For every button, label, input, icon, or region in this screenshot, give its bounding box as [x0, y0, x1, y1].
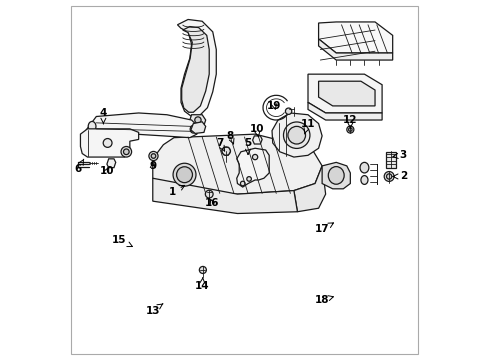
Ellipse shape — [121, 147, 131, 157]
Polygon shape — [307, 74, 381, 113]
Polygon shape — [271, 113, 322, 157]
Ellipse shape — [327, 167, 344, 184]
Text: 15: 15 — [112, 235, 132, 247]
Ellipse shape — [123, 149, 129, 154]
Text: 9: 9 — [149, 161, 156, 171]
Text: 11: 11 — [300, 118, 315, 134]
Polygon shape — [177, 19, 216, 117]
Text: 5: 5 — [244, 138, 251, 154]
Ellipse shape — [173, 163, 196, 186]
Ellipse shape — [384, 171, 393, 181]
Polygon shape — [318, 81, 374, 106]
Ellipse shape — [103, 139, 112, 147]
Ellipse shape — [199, 266, 206, 274]
Polygon shape — [293, 166, 325, 212]
Bar — [385, 152, 395, 168]
Ellipse shape — [386, 174, 391, 179]
Ellipse shape — [285, 108, 291, 114]
Polygon shape — [236, 148, 269, 187]
Ellipse shape — [359, 162, 368, 173]
Polygon shape — [182, 27, 209, 112]
Text: 2: 2 — [392, 171, 406, 181]
Text: 1: 1 — [168, 185, 184, 197]
Ellipse shape — [176, 167, 192, 183]
Ellipse shape — [151, 154, 156, 158]
Text: 4: 4 — [100, 108, 107, 123]
Ellipse shape — [148, 152, 158, 161]
Ellipse shape — [246, 177, 251, 181]
Polygon shape — [152, 134, 322, 194]
Text: 6: 6 — [74, 159, 83, 174]
Ellipse shape — [194, 117, 201, 123]
Polygon shape — [318, 39, 392, 60]
Polygon shape — [189, 115, 205, 125]
Text: 19: 19 — [267, 101, 281, 111]
Ellipse shape — [287, 126, 305, 144]
Polygon shape — [252, 136, 262, 144]
Polygon shape — [152, 178, 297, 213]
Ellipse shape — [88, 121, 96, 131]
Text: 10: 10 — [249, 124, 264, 137]
Text: 17: 17 — [314, 223, 333, 234]
Text: 14: 14 — [194, 278, 209, 291]
Ellipse shape — [283, 122, 309, 148]
Polygon shape — [318, 22, 392, 53]
Ellipse shape — [222, 147, 230, 155]
Polygon shape — [107, 159, 116, 168]
Text: 18: 18 — [314, 295, 333, 305]
Polygon shape — [81, 129, 139, 157]
Text: 10: 10 — [100, 166, 114, 176]
Polygon shape — [307, 102, 381, 120]
Text: 8: 8 — [226, 131, 234, 144]
Ellipse shape — [346, 126, 353, 133]
Text: 7: 7 — [216, 138, 224, 151]
Ellipse shape — [190, 125, 196, 133]
Ellipse shape — [348, 128, 351, 131]
Text: 3: 3 — [392, 150, 406, 160]
Ellipse shape — [252, 154, 257, 160]
Ellipse shape — [360, 176, 367, 184]
Polygon shape — [190, 122, 205, 134]
Polygon shape — [85, 113, 198, 138]
Text: 12: 12 — [343, 115, 357, 128]
Text: 16: 16 — [204, 198, 219, 208]
Ellipse shape — [240, 181, 244, 186]
Ellipse shape — [205, 190, 213, 198]
Text: 13: 13 — [145, 304, 163, 315]
Polygon shape — [322, 162, 349, 189]
